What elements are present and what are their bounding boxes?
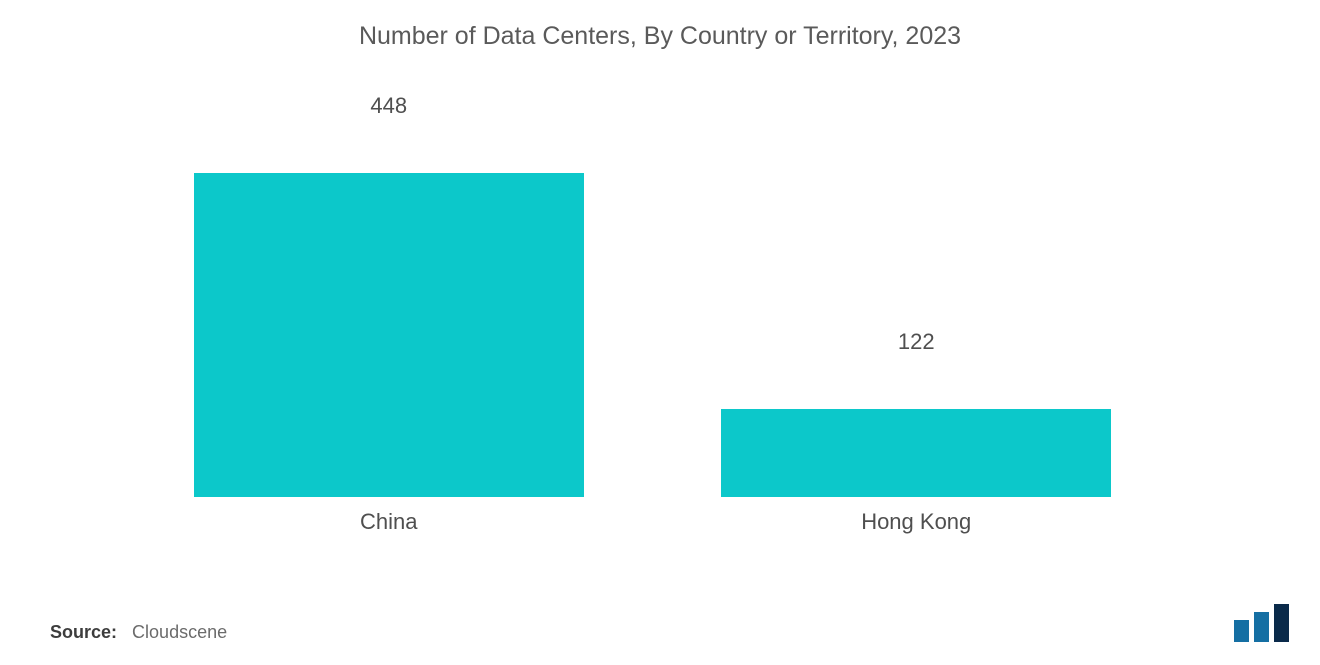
category-label: Hong Kong bbox=[721, 509, 1111, 535]
bars-logo-icon bbox=[1234, 604, 1292, 642]
source-line: Source: Cloudscene bbox=[50, 622, 227, 643]
chart-canvas: Number of Data Centers, By Country or Te… bbox=[0, 0, 1320, 665]
bar bbox=[721, 409, 1111, 497]
bar-value-label: 122 bbox=[721, 329, 1111, 369]
chart-title: Number of Data Centers, By Country or Te… bbox=[0, 22, 1320, 51]
source-value: Cloudscene bbox=[132, 622, 227, 642]
bar bbox=[194, 173, 584, 497]
source-label: Source: bbox=[50, 622, 117, 642]
bar-value-label: 448 bbox=[194, 93, 584, 133]
brand-logo bbox=[1234, 604, 1292, 647]
category-label: China bbox=[194, 509, 584, 535]
plot-area: 448China122Hong Kong bbox=[125, 92, 1180, 497]
